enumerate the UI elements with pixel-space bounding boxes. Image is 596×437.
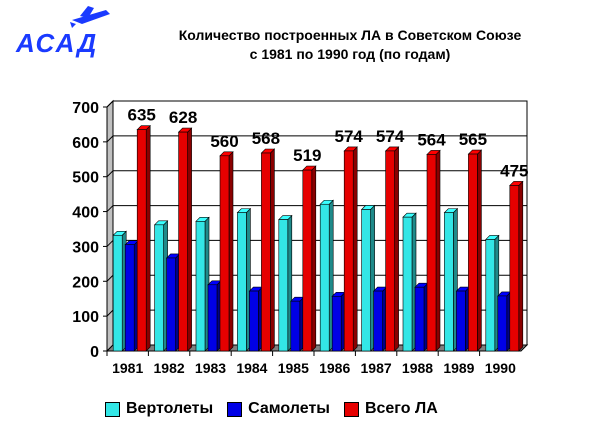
x-tick-label: 1987: [361, 360, 392, 376]
gridline-side: [106, 135, 114, 143]
bar-side: [187, 127, 192, 352]
bar-Всего-ЛА-1982: [178, 131, 188, 352]
bar-chart: 0 100 200 300 400 500 600 700 1981 635 1982 628 1983…: [72, 99, 528, 376]
bar-side: [311, 165, 317, 352]
bar-Вертолеты-1983: [195, 221, 206, 352]
data-label: 574: [376, 127, 405, 146]
x-tick-label: 1988: [402, 360, 433, 376]
bar-Самолеты-1989: [456, 290, 466, 352]
y-tick-label: 300: [72, 239, 99, 256]
data-label: 574: [335, 127, 364, 146]
gridline-side: [106, 309, 114, 317]
bar-side: [352, 146, 358, 352]
gridline-side: [106, 274, 114, 282]
bar-Вертолеты-1988: [402, 216, 413, 352]
legend-item: Вертолеты: [105, 400, 213, 418]
data-label: 628: [169, 108, 197, 127]
bar-Вертолеты-1989: [444, 212, 454, 352]
bar-side: [394, 146, 399, 352]
y-tick-label: 700: [72, 100, 99, 117]
bar-Самолеты-1985: [290, 300, 301, 352]
legend-item: Всего ЛА: [343, 400, 438, 418]
y-tick-label: 500: [72, 170, 99, 187]
gridline-side: [106, 100, 114, 108]
chart-legend: Вертолеты Самолеты Всего ЛА: [105, 398, 452, 420]
bar-Всего-ЛА-1990: [509, 185, 520, 352]
legend-label: Вертолеты: [126, 400, 214, 417]
bar-Всего-ЛА-1981: [136, 129, 147, 352]
data-label: 568: [252, 129, 280, 148]
x-tick-label: 1990: [485, 360, 516, 376]
x-tick-label: 1986: [319, 360, 350, 376]
y-tick-label: 200: [72, 274, 99, 291]
x-tick-label: 1989: [443, 360, 474, 376]
bar-Вертолеты-1984: [237, 212, 247, 352]
bar-Самолеты-1982: [166, 257, 176, 352]
chart-title-line-2: с 1981 по 1990 год (по годам): [249, 46, 451, 62]
y-tick-label: 0: [90, 344, 99, 361]
bar-Вертолеты-1985: [278, 219, 289, 352]
bar-Всего-ЛА-1984: [261, 152, 271, 352]
x-tick-label: 1983: [195, 360, 226, 376]
bar-side: [435, 149, 441, 352]
data-label: 560: [210, 132, 238, 151]
legend-item: Самолеты: [227, 400, 330, 418]
bar-Всего-ЛА-1989: [468, 153, 478, 352]
data-label: 635: [128, 106, 156, 125]
bar-Самолеты-1987: [373, 290, 383, 352]
legend-label: Самолеты: [248, 400, 330, 417]
bar-Всего-ЛА-1983: [219, 155, 230, 352]
bar-side: [477, 149, 482, 352]
data-label: 475: [500, 161, 528, 180]
legend-swatch: [227, 401, 243, 417]
bar-Самолеты-1990: [497, 295, 508, 352]
chart-title: Количество построенных ЛА в Советском Со…: [130, 26, 570, 64]
bar-side: [518, 180, 524, 352]
legend-label: Всего ЛА: [364, 400, 438, 417]
bar-Самолеты-1988: [414, 286, 425, 352]
y-tick-label: 100: [72, 309, 99, 326]
bar-Всего-ЛА-1988: [426, 154, 437, 352]
x-tick-label: 1985: [278, 360, 309, 376]
gridline-side: [106, 240, 114, 247]
x-tick-label: 1984: [236, 360, 267, 376]
data-label: 565: [459, 130, 487, 149]
bar-Самолеты-1981: [124, 244, 135, 352]
gridline-side: [106, 170, 114, 178]
bar-Вертолеты-1986: [319, 203, 330, 352]
bar-Всего-ЛА-1987: [385, 150, 395, 352]
bar-Вертолеты-1982: [154, 224, 164, 352]
airplane-logo-icon: АСАД: [15, 6, 110, 58]
logo-text: АСАД: [15, 28, 98, 58]
bar-Вертолеты-1990: [485, 239, 496, 352]
bar-Самолеты-1984: [249, 290, 259, 352]
legend-swatch: [343, 401, 359, 417]
x-tick-label: 1982: [154, 360, 185, 376]
bar-Вертолеты-1981: [112, 234, 123, 352]
x-tick-label: 1981: [112, 360, 143, 376]
data-label: 519: [293, 146, 321, 165]
bar-Самолеты-1983: [207, 284, 218, 352]
data-label: 564: [417, 130, 446, 149]
y-tick-label: 400: [72, 205, 99, 222]
bar-side: [270, 148, 275, 352]
bar-Самолеты-1986: [331, 295, 342, 352]
chart-title-line-1: Количество построенных ЛА в Советском Со…: [178, 27, 522, 43]
legend-swatch: [105, 401, 120, 417]
gridline-side: [106, 205, 114, 212]
bar-Всего-ЛА-1986: [343, 150, 354, 352]
bar-side: [228, 151, 234, 352]
bar-Всего-ЛА-1985: [302, 169, 313, 352]
y-tick-label: 600: [72, 135, 99, 152]
bar-side: [145, 124, 151, 352]
bar-Вертолеты-1987: [361, 209, 371, 352]
